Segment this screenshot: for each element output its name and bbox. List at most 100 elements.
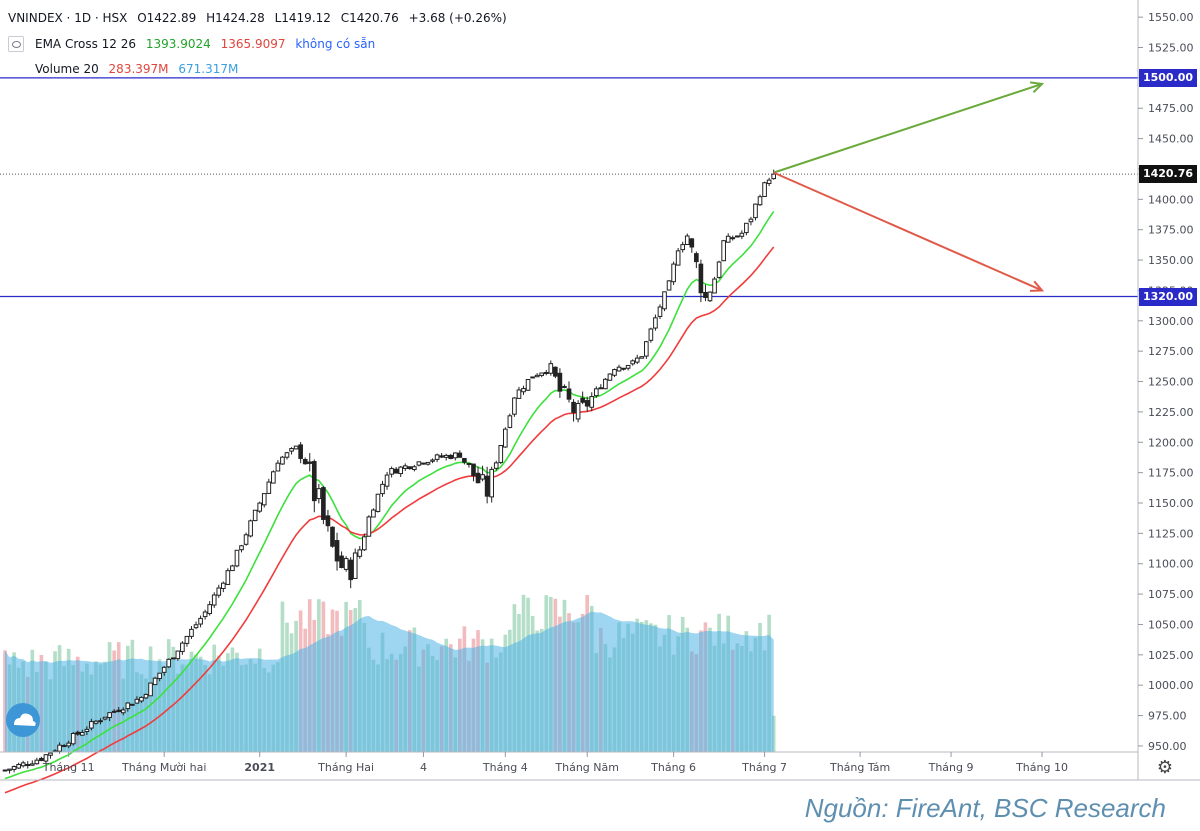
candle-body: [311, 461, 317, 502]
candle-body: [275, 462, 281, 472]
candle-body: [34, 759, 40, 765]
candle-body: [316, 488, 322, 500]
candle-body: [402, 465, 408, 469]
candle-body: [166, 658, 172, 668]
y-tick-label: 1000.00: [1148, 679, 1194, 692]
candle-body: [580, 397, 585, 403]
candle-body: [548, 363, 554, 374]
candle-body: [261, 493, 267, 506]
candle-body: [170, 657, 176, 660]
candle-body: [712, 278, 717, 294]
y-tick-label: 1025.00: [1148, 649, 1194, 662]
candle-body: [471, 463, 476, 476]
candle-body: [734, 235, 740, 238]
candle-body: [202, 611, 208, 618]
candle-body: [161, 666, 167, 673]
symbol-label[interactable]: VNINDEX · 1D · HSX: [8, 11, 128, 25]
y-tick-label: 1400.00: [1148, 193, 1194, 206]
volume-bars: [3, 594, 776, 752]
candle-body: [457, 452, 463, 458]
candle-body: [384, 474, 390, 487]
x-tick-label: Tháng 7: [741, 761, 787, 774]
candle-body: [325, 515, 331, 527]
candle-body: [348, 559, 353, 581]
candle-body: [721, 240, 726, 262]
candle-body: [84, 728, 90, 732]
candle-body: [248, 520, 253, 537]
candle-body: [239, 545, 244, 551]
candle-body: [475, 472, 481, 484]
candle-body: [180, 642, 185, 652]
candle-body: [398, 466, 404, 475]
ohlc-low: L1419.12: [274, 11, 331, 25]
ohlc-open: O1422.89: [137, 11, 197, 25]
candle-body: [412, 466, 417, 470]
y-tick-label: 1200.00: [1148, 436, 1194, 449]
candle-body: [621, 367, 626, 370]
candle-body: [644, 341, 649, 357]
scenario-down-arrowhead: [1030, 280, 1045, 292]
candle-body: [107, 712, 112, 718]
candle-body: [766, 179, 772, 184]
candle-body: [662, 291, 667, 310]
eye-icon[interactable]: [8, 36, 24, 52]
candle-body: [625, 364, 631, 369]
x-tick-label: Tháng Năm: [554, 761, 619, 774]
x-tick-label: Tháng 11: [42, 761, 95, 774]
ema-fast-line: [4, 210, 775, 780]
volume-ma-area: [5, 611, 774, 752]
candle-body: [703, 291, 708, 298]
candle-body: [689, 238, 695, 248]
candle-body: [70, 732, 76, 745]
gear-icon[interactable]: ⚙: [1156, 757, 1174, 777]
y-tick-label: 1375.00: [1148, 224, 1194, 237]
candle-body: [680, 244, 686, 251]
candle-body: [616, 366, 622, 372]
candle-body: [302, 458, 308, 465]
price-levels: [0, 77, 1138, 298]
ema-status: không có sẵn: [295, 37, 376, 51]
candle-body: [207, 604, 212, 615]
candle-body: [448, 454, 454, 459]
candle-body: [102, 716, 108, 720]
volume-legend[interactable]: Volume 20 283.397M 671.317M: [35, 62, 244, 76]
ohlc-high: H1424.28: [206, 11, 265, 25]
y-tick-label: 1225.00: [1148, 406, 1194, 419]
candle-body: [639, 356, 645, 359]
x-tick-label: Tháng 10: [1015, 761, 1068, 774]
x-tick-label: Tháng Mười hai: [121, 761, 206, 774]
y-tick-label: 1175.00: [1148, 467, 1194, 480]
candle-body: [298, 444, 303, 459]
candle-body: [29, 763, 35, 766]
candle-body: [603, 378, 608, 390]
candle-body: [612, 369, 617, 376]
candle-body: [393, 468, 399, 474]
candle-body: [284, 452, 290, 458]
candle-body: [525, 379, 531, 391]
candle-body: [375, 493, 381, 512]
x-tick-label: 2021: [244, 761, 275, 774]
candle-body: [362, 536, 367, 551]
y-tick-label: 1350.00: [1148, 254, 1194, 267]
candle-body: [216, 587, 222, 596]
candle-body: [39, 757, 44, 761]
candle-body: [539, 372, 545, 376]
candle-body: [462, 457, 467, 463]
candle-body: [48, 752, 53, 756]
y-tick-label: 1050.00: [1148, 618, 1194, 631]
candle-body: [593, 388, 599, 397]
candle-body: [466, 463, 472, 466]
ema-legend[interactable]: EMA Cross 12 26 1393.9024 1365.9097 khôn…: [35, 37, 381, 51]
candle-body: [684, 235, 690, 245]
y-tick-label: 1550.00: [1148, 11, 1194, 24]
candle-body: [380, 483, 385, 495]
candle-body: [125, 702, 131, 710]
candle-body: [352, 552, 358, 579]
candle-body: [407, 466, 413, 470]
candle-body: [575, 403, 581, 420]
candle-body: [66, 742, 71, 747]
candle-body: [434, 454, 440, 460]
candle-body: [111, 710, 117, 713]
candle-body: [389, 468, 394, 475]
